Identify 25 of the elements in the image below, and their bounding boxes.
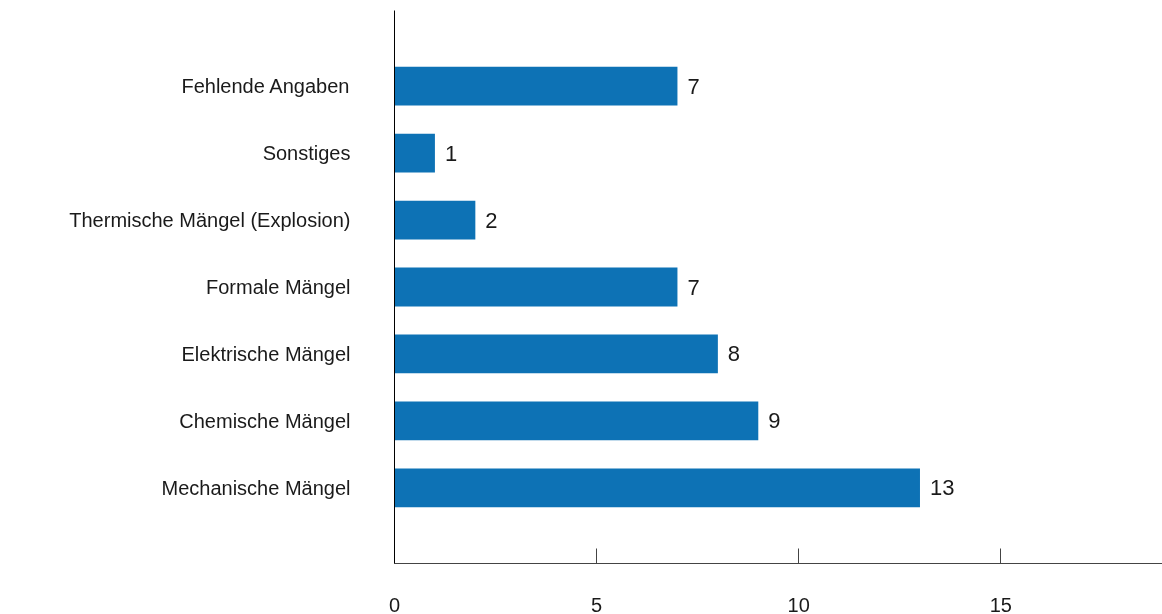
x-tick-label: 10 [787,593,810,614]
bar [394,334,718,374]
y-tick-label: Elektrische Mängel [181,342,351,365]
bar [394,468,920,508]
data-label: 8 [727,341,741,367]
data-label: 2 [485,207,498,233]
y-tick-label: Chemische Mängel [179,409,351,432]
bar [394,133,435,173]
data-label: 7 [687,73,700,99]
x-tick-label: 15 [989,593,1012,614]
bar [394,66,678,106]
data-label: 7 [687,274,700,300]
y-tick-label: Formale Mängel [206,276,351,298]
bar [394,267,678,307]
y-tick-label: Mechanische Mängel [161,476,351,499]
x-tick-label: 5 [591,593,603,614]
data-label: 1 [444,140,458,166]
bar [394,401,759,441]
y-tick-label: Thermische Mängel (Explosion) [69,209,351,232]
y-tick-label: Sonstiges [262,142,351,165]
x-tick-label: 0 [388,593,401,614]
y-tick-label: Fehlende Angaben [181,75,350,98]
data-label: 13 [929,475,955,501]
data-label: 9 [768,408,781,434]
bar [394,200,476,240]
